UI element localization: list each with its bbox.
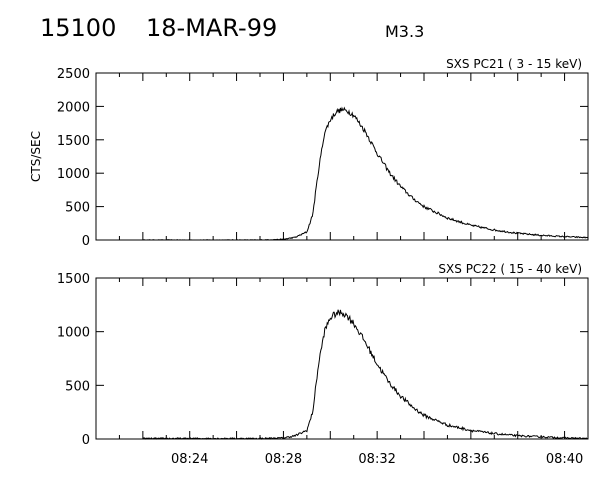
y-tick-label: 1000 [57,167,90,182]
plot-frame [95,277,589,440]
x-tick-label: 08:36 [452,452,489,467]
panel-title: SXS PC21 ( 3 - 15 keV) [446,57,582,71]
event-id: 15100 [40,14,117,42]
chart-panel-2: SXS PC22 ( 15 - 40 keV) 0 500 1000 1500 08:24… [57,262,589,467]
plot-frame [95,72,589,241]
y-tick-label: 0 [82,234,90,249]
x-tick-label: 08:24 [171,452,208,467]
x-tick-label: 08:40 [546,452,583,467]
series-line-1 [142,309,589,440]
y-tick-label: 500 [65,201,90,216]
y-tick-label: 1500 [57,272,90,287]
series-line-1 [142,106,589,241]
y-tick-label: 0 [82,433,90,448]
x-tick-label: 08:32 [358,452,395,467]
y-tick-label: 1500 [57,134,90,149]
y-tick-label: 1000 [57,326,90,341]
y-tick-label: 500 [65,379,90,394]
y-tick-label: 2500 [57,67,90,82]
chart-panel-1: SXS PC21 ( 3 - 15 keV) 0 500 1000 1500 2000 25… [29,57,589,249]
y-tick-label: 2000 [57,100,90,115]
x-tick-label: 08:28 [265,452,302,467]
event-date: 18-MAR-99 [146,14,278,42]
y-axis-label: CTS/SEC [29,131,43,182]
panel-title: SXS PC22 ( 15 - 40 keV) [438,262,582,276]
flare-class: M3.3 [385,22,425,41]
